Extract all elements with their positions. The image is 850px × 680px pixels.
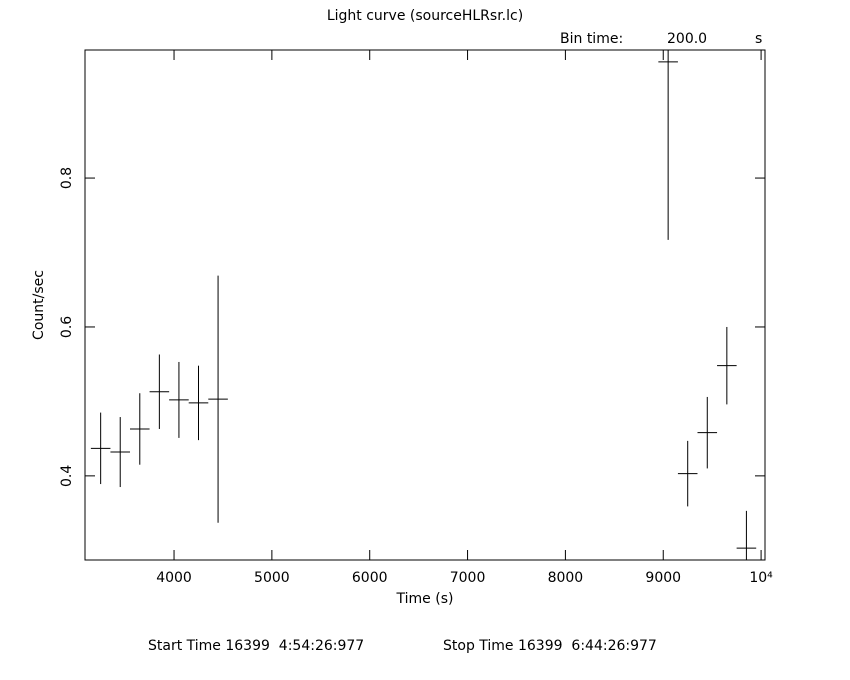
x-tick-label: 8000 [548, 570, 584, 586]
y-tick-label: 0.6 [59, 316, 75, 338]
x-tick-label: 6000 [352, 570, 388, 586]
x-tick-label: 7000 [450, 570, 486, 586]
bin-time-label: Bin time: [560, 31, 623, 47]
stop-time: Stop Time 16399 6:44:26:977 [443, 638, 657, 654]
x-tick-label: 4000 [156, 570, 192, 586]
x-axis-label: Time (s) [396, 591, 454, 607]
y-axis-label: Count/sec [31, 270, 47, 340]
y-tick-label: 0.8 [59, 167, 75, 189]
bin-time-unit: s [755, 31, 762, 47]
start-time: Start Time 16399 4:54:26:977 [148, 638, 364, 654]
chart-title: Light curve (sourceHLRsr.lc) [327, 8, 523, 24]
y-tick-label: 0.4 [59, 465, 75, 487]
x-tick-label: 10⁴ [749, 570, 773, 586]
x-tick-label: 9000 [645, 570, 681, 586]
x-tick-label: 5000 [254, 570, 290, 586]
plot-area [90, 50, 757, 560]
bin-time: 200.0 [667, 31, 707, 47]
plot-frame [84, 49, 766, 561]
